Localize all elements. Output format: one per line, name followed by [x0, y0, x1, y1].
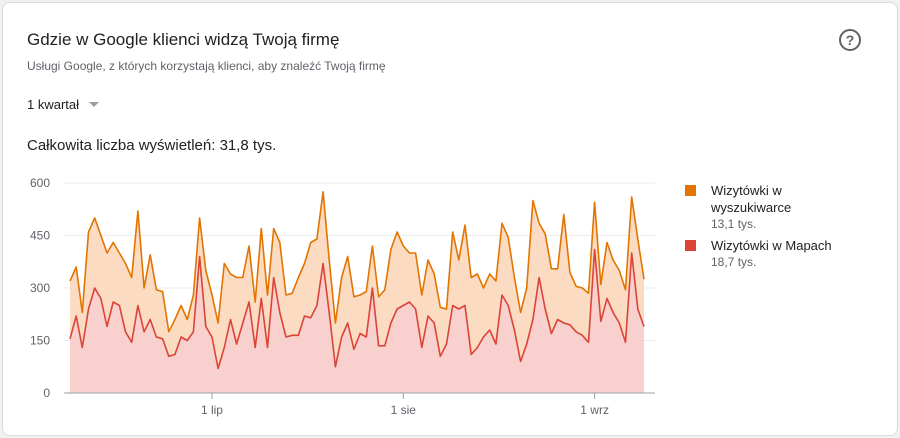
legend-swatch-search [685, 185, 696, 196]
chart-legend: Wizytówki w wyszukiwarce 13,1 tys. Wizyt… [685, 182, 885, 275]
y-tick-label-2: 300 [30, 281, 50, 295]
area-search [70, 191, 644, 369]
y-tick-label-1: 150 [30, 334, 50, 348]
line-search [69, 190, 645, 333]
caret-down-icon [89, 102, 100, 107]
total-views: Całkowita liczba wyświetleń: 31,8 tys. [27, 137, 277, 154]
x-tick-label-1: 1 sie [391, 403, 417, 417]
legend-value-maps: 18,7 tys. [711, 255, 757, 269]
legend-label-search: Wizytówki w wyszukiwarce [711, 183, 792, 215]
y-tick-label-0: 0 [43, 386, 50, 400]
period-selected-value: 1 kwartał [27, 97, 80, 112]
y-tick-label-4: 600 [30, 176, 50, 190]
y-tick-label-3: 450 [30, 229, 50, 243]
legend-swatch-maps [685, 240, 696, 251]
card-title: Gdzie w Google klienci widzą Twoją firmę [27, 30, 340, 49]
line-maps [69, 248, 645, 370]
legend-item-maps[interactable]: Wizytówki w Mapach 18,7 tys. [685, 237, 885, 271]
legend-item-search[interactable]: Wizytówki w wyszukiwarce 13,1 tys. [685, 182, 885, 233]
legend-value-search: 13,1 tys. [711, 217, 757, 231]
help-circle-icon[interactable]: ? [839, 29, 861, 51]
area-maps [70, 249, 644, 393]
views-area-chart: 0 150 300 450 600 1 lip 1 sie 1 wrz [30, 176, 655, 417]
period-dropdown[interactable]: 1 kwartał [27, 97, 100, 112]
x-tick-label-2: 1 wrz [580, 403, 609, 417]
card-subtitle: Usługi Google, z których korzystają klie… [27, 59, 386, 73]
legend-label-maps: Wizytówki w Mapach [711, 238, 832, 253]
x-tick-label-0: 1 lip [201, 403, 223, 417]
